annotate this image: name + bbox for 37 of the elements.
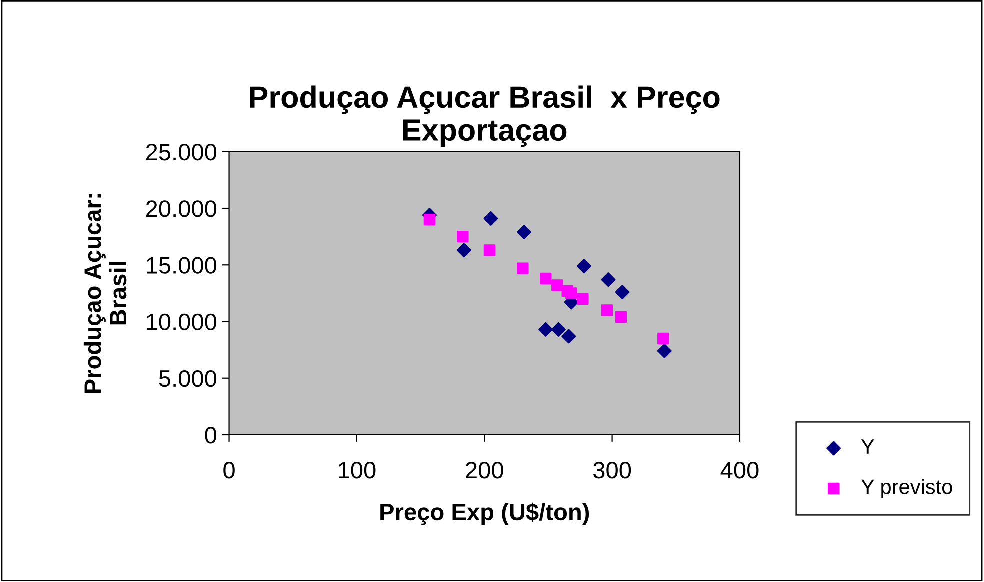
point [615,285,630,300]
point [615,311,628,324]
point [657,344,672,358]
x-tick-label: 100 [339,462,376,479]
y-tick-label: 10.000 [147,314,217,331]
point [424,214,436,226]
y-tick-label: 15.000 [147,257,217,274]
point [576,258,592,274]
point [457,230,469,243]
point [566,288,578,300]
point [562,329,576,344]
y-tick-label: 0 [205,427,217,444]
point [538,322,554,337]
y-tick-label: 20.000 [146,200,217,218]
point [601,272,616,288]
point [540,272,552,285]
point [658,332,670,345]
point [517,262,529,274]
point [577,293,589,305]
legend-label: Y [861,440,874,454]
x-axis-title: Preço Exp (U$/ton) [380,502,590,526]
x-tick-label: 400 [720,462,759,479]
point [601,304,614,316]
point [552,280,564,292]
y-axis-title: Produçao Açucar: Brasil [84,194,127,394]
y-tick-label: 25.000 [146,144,217,161]
point [516,225,532,240]
point [484,211,498,226]
point [484,244,496,256]
point [551,322,566,337]
y-tick-label: 5.000 [159,370,217,388]
chart-title: Produçao Açucar Brasil x Preço Exportaçao [250,86,720,148]
legend-label: Y previsto [861,479,952,498]
x-tick-label: 0 [224,462,235,479]
x-tick-label: 200 [466,462,504,479]
x-tick-label: 300 [594,462,632,479]
point [456,243,472,258]
